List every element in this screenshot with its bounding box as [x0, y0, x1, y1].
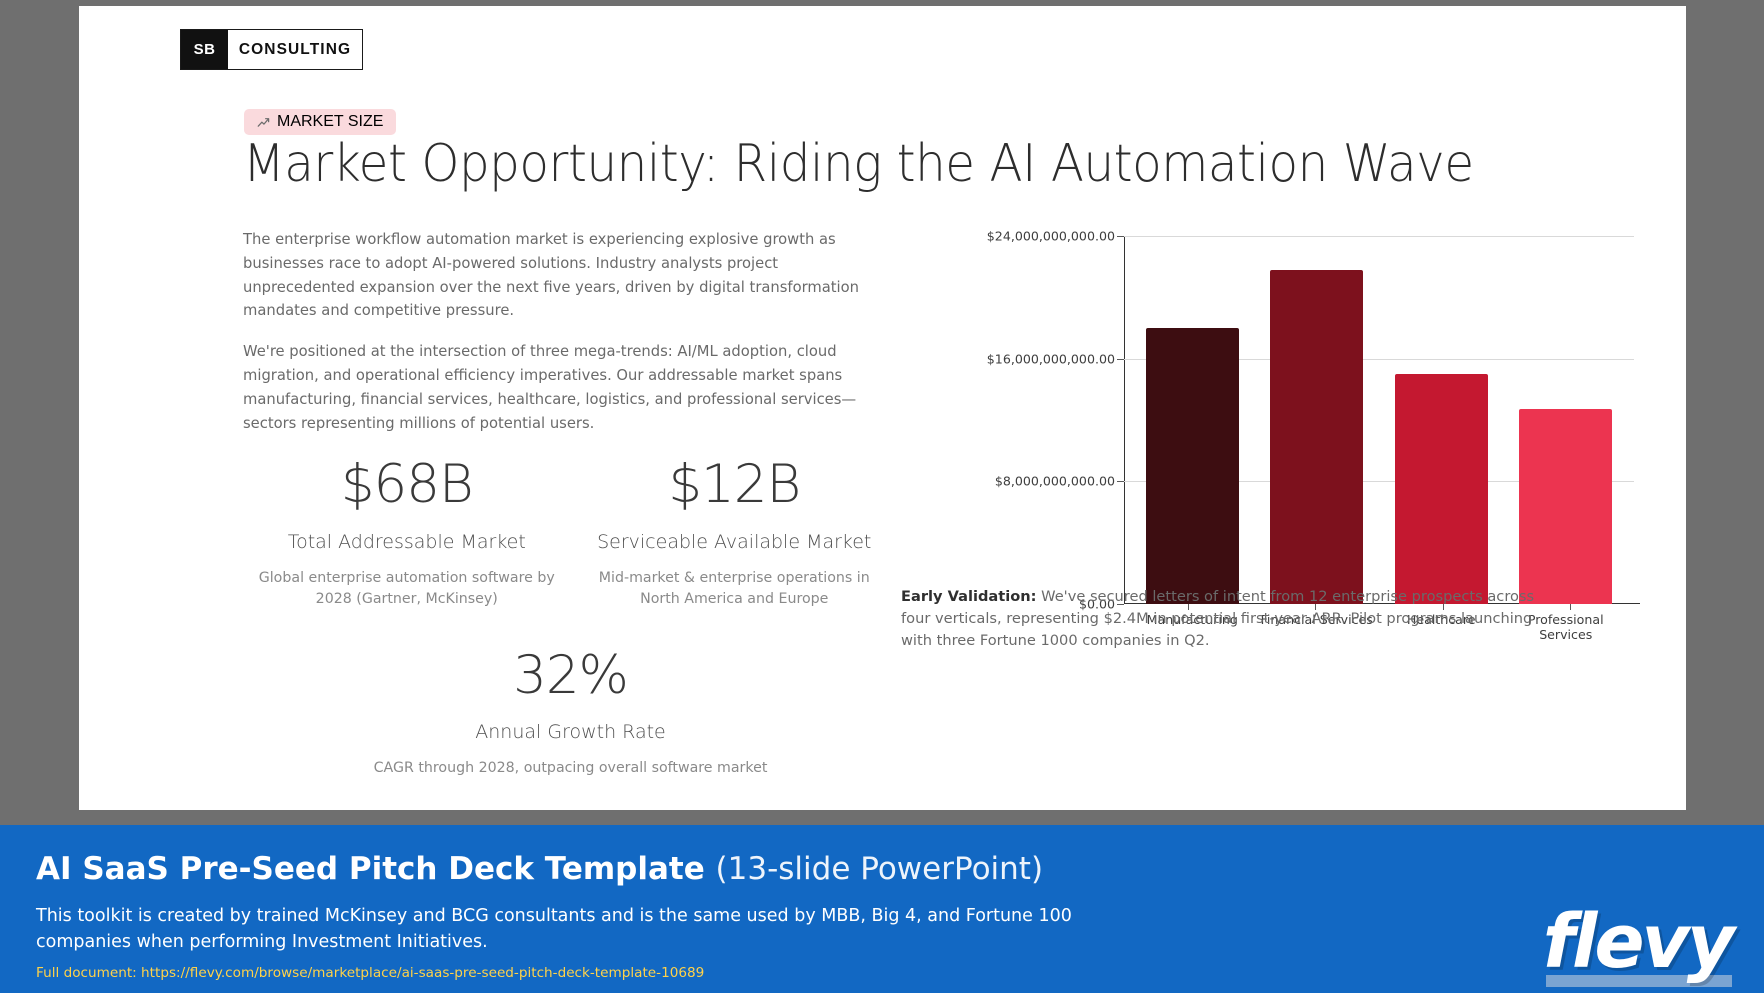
body-paragraph-2: We're positioned at the intersection of …	[243, 342, 857, 432]
chart-gridline	[1124, 481, 1634, 483]
banner-description: This toolkit is created by trained McKin…	[36, 906, 1072, 952]
chart-x-tick-label: Financial Services	[1260, 612, 1373, 627]
chart-y-tick-mark	[1117, 358, 1124, 360]
chart-bar-column	[1257, 236, 1377, 604]
chart-y-tick-label: $0.00	[1078, 596, 1115, 612]
chart-x-tick-labels: Manufacturing Financial Services Healthcar…	[1124, 604, 1634, 642]
section-badge: MARKET SIZE	[244, 109, 397, 135]
chart-y-tick-mark	[1117, 481, 1124, 483]
chart-bar[interactable]	[1394, 374, 1488, 604]
chart-bar[interactable]	[1519, 409, 1613, 604]
chart-y-tick-label: $8,000,000,000.00	[994, 473, 1115, 489]
chart-y-axis	[1124, 236, 1125, 604]
stat-description: Mid-market & enterprise operations in No…	[598, 569, 870, 607]
early-validation-body: We've secured letters of intent from 12 …	[901, 588, 1535, 649]
stat-card-growth: 32% Annual Growth Rate CAGR through 2028…	[243, 644, 898, 779]
stat-value: $68B	[340, 454, 474, 516]
chart-bar-column	[1381, 236, 1501, 604]
stat-label: Annual Growth Rate	[475, 721, 666, 744]
logo-wordmark: CONSULTING	[238, 40, 352, 58]
chart-line-icon	[257, 117, 270, 127]
chart-x-tick-label: Professional Services	[1527, 612, 1604, 642]
chart-y-tick-mark	[1117, 604, 1124, 605]
chart-bar[interactable]	[1270, 269, 1364, 604]
section-badge-label: MARKET SIZE	[277, 113, 384, 130]
chart-bars	[1124, 236, 1634, 604]
chart-x-tick-mark	[1315, 604, 1317, 610]
logo-monogram: SB	[181, 30, 228, 69]
chart-gridline	[1124, 358, 1634, 360]
chart-x-tick-mark	[1570, 604, 1572, 610]
body-paragraph-1: The enterprise workflow automation marke…	[243, 230, 860, 320]
chart-x-tick-mark	[1187, 604, 1189, 610]
left-content-column: The enterprise workflow automation marke…	[243, 228, 898, 779]
slide-canvas: SB CONSULTING MARKET SIZE Market Opportu…	[79, 6, 1686, 810]
chart-plot-area: $0.00 $8,000,000,000.00 $16,000,000,000.00…	[987, 229, 1640, 641]
chart-bar-column	[1506, 236, 1626, 604]
stat-label: Total Addressable Market	[287, 530, 526, 553]
early-validation-lead: Early Validation:	[901, 588, 1037, 605]
flevy-banner: AI SaaS Pre-Seed Pitch Deck Template (13…	[0, 825, 1764, 993]
flevy-logo: flevy	[1542, 899, 1735, 985]
chart-y-tick-mark	[1117, 236, 1124, 237]
stat-label: Serviceable Available Market	[597, 530, 872, 553]
chart-bar-column	[1132, 236, 1252, 604]
stat-card-tam: $68B Total Addressable Market Global ent…	[243, 455, 571, 609]
stat-description: CAGR through 2028, outpacing overall sof…	[373, 760, 768, 777]
early-validation-note: Early Validation: We've secured letters …	[901, 586, 1556, 652]
chart-y-tick-label: $16,000,000,000.00	[986, 351, 1115, 367]
banner-title-sub: (13-slide PowerPoint)	[715, 851, 1044, 887]
chart-x-tick-label: Manufacturing	[1146, 612, 1238, 627]
stats-row-primary: $68B Total Addressable Market Global ent…	[243, 455, 898, 609]
flevy-logo-underline	[1546, 975, 1732, 987]
chart-y-tick-label: $24,000,000,000.00	[986, 228, 1115, 244]
chart-x-tick-label: Healthcare	[1406, 612, 1476, 627]
chart-x-tick-mark	[1442, 604, 1444, 610]
chart-x-axis	[1124, 603, 1640, 604]
stat-description: Global enterprise automation software by…	[258, 569, 555, 607]
stat-value: 32%	[513, 644, 629, 706]
banner-title: AI SaaS Pre-Seed Pitch Deck Template (13…	[36, 851, 1043, 887]
chart-bar[interactable]	[1145, 328, 1239, 604]
stat-card-sam: $12B Serviceable Available Market Mid-ma…	[571, 455, 899, 609]
banner-document-link[interactable]: Full document: https://flevy.com/browse/…	[36, 965, 705, 981]
company-logo: SB CONSULTING	[180, 29, 363, 70]
chart-gridline	[1124, 236, 1634, 237]
stat-value: $12B	[668, 454, 801, 516]
page-title: Market Opportunity: Riding the AI Automa…	[243, 134, 1474, 194]
market-size-bar-chart: $0.00 $8,000,000,000.00 $16,000,000,000.00…	[967, 221, 1647, 641]
banner-title-main: AI SaaS Pre-Seed Pitch Deck Template	[36, 851, 705, 887]
